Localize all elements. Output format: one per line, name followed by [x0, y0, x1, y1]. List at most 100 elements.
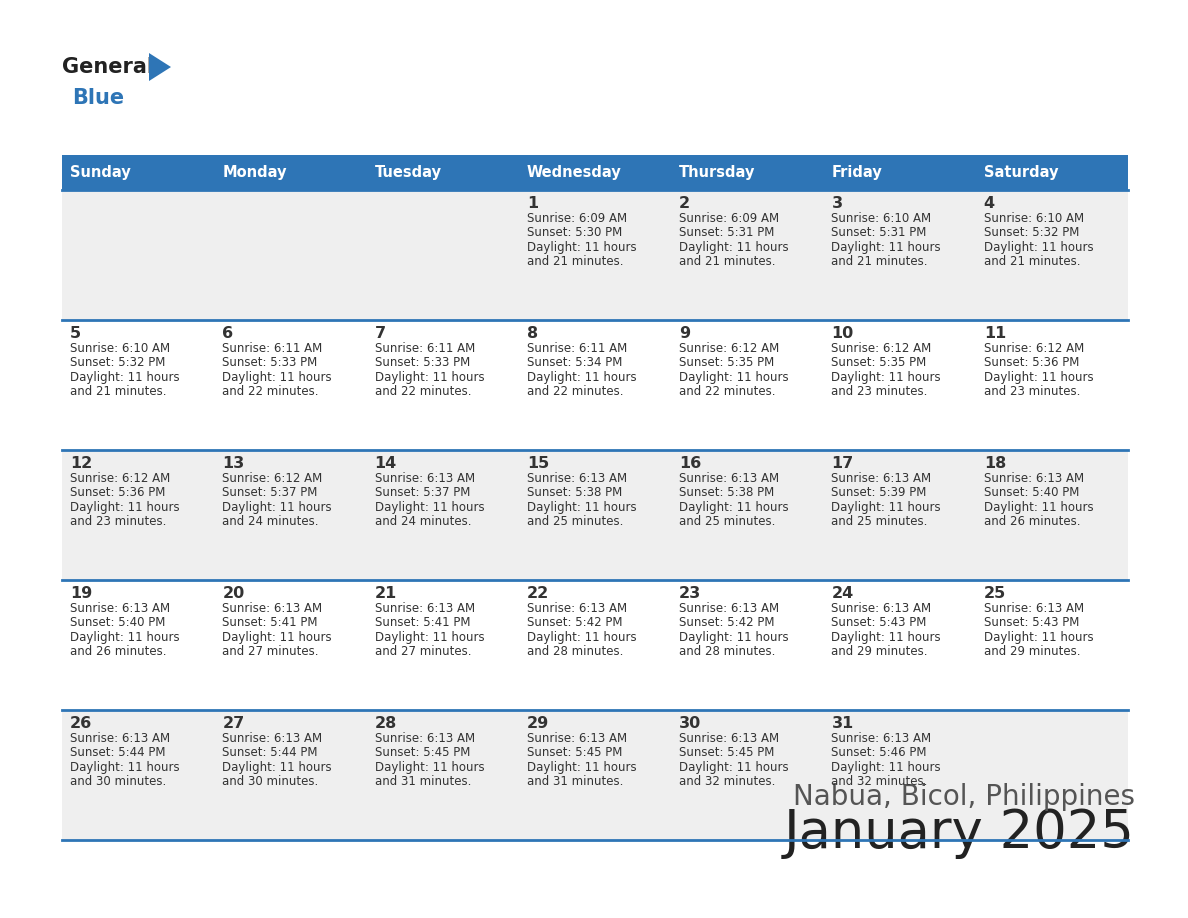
Text: and 24 minutes.: and 24 minutes.	[374, 515, 472, 528]
Text: 24: 24	[832, 586, 854, 601]
Text: Sunrise: 6:12 AM: Sunrise: 6:12 AM	[222, 472, 322, 485]
Text: 15: 15	[526, 456, 549, 471]
Text: Sunset: 5:45 PM: Sunset: 5:45 PM	[526, 746, 623, 759]
Text: Sunset: 5:38 PM: Sunset: 5:38 PM	[526, 486, 623, 499]
Text: Sunrise: 6:13 AM: Sunrise: 6:13 AM	[374, 601, 475, 614]
Text: and 27 minutes.: and 27 minutes.	[374, 645, 472, 658]
Text: Thursday: Thursday	[680, 165, 756, 180]
Text: and 21 minutes.: and 21 minutes.	[832, 255, 928, 268]
Text: Sunrise: 6:12 AM: Sunrise: 6:12 AM	[70, 472, 170, 485]
Text: Sunset: 5:36 PM: Sunset: 5:36 PM	[70, 486, 165, 499]
Text: and 22 minutes.: and 22 minutes.	[526, 385, 624, 398]
Text: and 24 minutes.: and 24 minutes.	[222, 515, 318, 528]
Text: Sunrise: 6:12 AM: Sunrise: 6:12 AM	[680, 341, 779, 354]
Text: Nabua, Bicol, Philippines: Nabua, Bicol, Philippines	[792, 783, 1135, 811]
Text: Daylight: 11 hours: Daylight: 11 hours	[222, 500, 331, 513]
Text: and 29 minutes.: and 29 minutes.	[832, 645, 928, 658]
Text: Sunrise: 6:13 AM: Sunrise: 6:13 AM	[680, 472, 779, 485]
Text: Sunrise: 6:13 AM: Sunrise: 6:13 AM	[984, 601, 1083, 614]
Text: Sunset: 5:35 PM: Sunset: 5:35 PM	[832, 356, 927, 369]
Text: Sunset: 5:40 PM: Sunset: 5:40 PM	[70, 616, 165, 629]
Text: Daylight: 11 hours: Daylight: 11 hours	[832, 631, 941, 644]
Text: and 22 minutes.: and 22 minutes.	[222, 385, 318, 398]
Text: Daylight: 11 hours: Daylight: 11 hours	[526, 500, 637, 513]
Bar	[62, 320, 1127, 450]
Text: Sunrise: 6:09 AM: Sunrise: 6:09 AM	[526, 211, 627, 225]
Text: Daylight: 11 hours: Daylight: 11 hours	[526, 241, 637, 253]
Text: and 23 minutes.: and 23 minutes.	[984, 385, 1080, 398]
Text: Sunrise: 6:09 AM: Sunrise: 6:09 AM	[680, 211, 779, 225]
Text: 12: 12	[70, 456, 93, 471]
Text: Sunset: 5:31 PM: Sunset: 5:31 PM	[832, 226, 927, 239]
Polygon shape	[148, 53, 171, 81]
Text: Sunrise: 6:13 AM: Sunrise: 6:13 AM	[70, 732, 170, 744]
Text: Sunrise: 6:13 AM: Sunrise: 6:13 AM	[832, 732, 931, 744]
Text: January 2025: January 2025	[784, 807, 1135, 858]
Text: Sunrise: 6:13 AM: Sunrise: 6:13 AM	[526, 601, 627, 614]
Text: Daylight: 11 hours: Daylight: 11 hours	[374, 371, 485, 384]
Text: Daylight: 11 hours: Daylight: 11 hours	[222, 631, 331, 644]
Text: and 22 minutes.: and 22 minutes.	[680, 385, 776, 398]
Text: and 21 minutes.: and 21 minutes.	[526, 255, 624, 268]
Text: and 31 minutes.: and 31 minutes.	[526, 775, 624, 788]
Text: Daylight: 11 hours: Daylight: 11 hours	[680, 371, 789, 384]
Text: Sunset: 5:37 PM: Sunset: 5:37 PM	[374, 486, 470, 499]
Text: Sunset: 5:32 PM: Sunset: 5:32 PM	[70, 356, 165, 369]
Text: Daylight: 11 hours: Daylight: 11 hours	[680, 500, 789, 513]
Text: Daylight: 11 hours: Daylight: 11 hours	[70, 760, 179, 774]
Text: Sunset: 5:34 PM: Sunset: 5:34 PM	[526, 356, 623, 369]
Text: Sunset: 5:42 PM: Sunset: 5:42 PM	[526, 616, 623, 629]
Text: 2: 2	[680, 196, 690, 211]
Text: Daylight: 11 hours: Daylight: 11 hours	[70, 371, 179, 384]
Text: and 29 minutes.: and 29 minutes.	[984, 645, 1080, 658]
Text: Sunset: 5:41 PM: Sunset: 5:41 PM	[374, 616, 470, 629]
Text: Sunset: 5:45 PM: Sunset: 5:45 PM	[680, 746, 775, 759]
Text: Daylight: 11 hours: Daylight: 11 hours	[526, 760, 637, 774]
Text: Daylight: 11 hours: Daylight: 11 hours	[832, 760, 941, 774]
Text: Daylight: 11 hours: Daylight: 11 hours	[680, 241, 789, 253]
Text: Sunset: 5:39 PM: Sunset: 5:39 PM	[832, 486, 927, 499]
Text: Sunrise: 6:12 AM: Sunrise: 6:12 AM	[832, 341, 931, 354]
Text: Sunday: Sunday	[70, 165, 131, 180]
Text: and 25 minutes.: and 25 minutes.	[680, 515, 776, 528]
Text: Daylight: 11 hours: Daylight: 11 hours	[526, 371, 637, 384]
Text: Sunrise: 6:13 AM: Sunrise: 6:13 AM	[526, 732, 627, 744]
Text: 10: 10	[832, 326, 854, 341]
Text: Sunset: 5:46 PM: Sunset: 5:46 PM	[832, 746, 927, 759]
Text: Daylight: 11 hours: Daylight: 11 hours	[222, 371, 331, 384]
Text: and 27 minutes.: and 27 minutes.	[222, 645, 318, 658]
Text: and 28 minutes.: and 28 minutes.	[680, 645, 776, 658]
Text: General: General	[62, 57, 154, 77]
Text: Daylight: 11 hours: Daylight: 11 hours	[374, 500, 485, 513]
Text: 4: 4	[984, 196, 994, 211]
Text: and 25 minutes.: and 25 minutes.	[832, 515, 928, 528]
Bar	[62, 155, 1127, 190]
Text: Sunset: 5:37 PM: Sunset: 5:37 PM	[222, 486, 317, 499]
Text: 14: 14	[374, 456, 397, 471]
Text: Sunrise: 6:13 AM: Sunrise: 6:13 AM	[832, 601, 931, 614]
Text: Sunrise: 6:13 AM: Sunrise: 6:13 AM	[70, 601, 170, 614]
Text: 27: 27	[222, 716, 245, 731]
Text: 1: 1	[526, 196, 538, 211]
Bar	[62, 450, 1127, 580]
Text: and 21 minutes.: and 21 minutes.	[680, 255, 776, 268]
Text: Daylight: 11 hours: Daylight: 11 hours	[832, 500, 941, 513]
Text: 28: 28	[374, 716, 397, 731]
Text: Daylight: 11 hours: Daylight: 11 hours	[680, 631, 789, 644]
Text: 23: 23	[680, 586, 701, 601]
Text: Sunset: 5:41 PM: Sunset: 5:41 PM	[222, 616, 317, 629]
Text: Daylight: 11 hours: Daylight: 11 hours	[70, 631, 179, 644]
Text: Sunset: 5:40 PM: Sunset: 5:40 PM	[984, 486, 1079, 499]
Text: Sunrise: 6:13 AM: Sunrise: 6:13 AM	[680, 601, 779, 614]
Text: Sunset: 5:44 PM: Sunset: 5:44 PM	[70, 746, 165, 759]
Text: and 32 minutes.: and 32 minutes.	[832, 775, 928, 788]
Text: 18: 18	[984, 456, 1006, 471]
Text: Sunrise: 6:11 AM: Sunrise: 6:11 AM	[222, 341, 322, 354]
Text: Sunrise: 6:10 AM: Sunrise: 6:10 AM	[832, 211, 931, 225]
Text: Sunrise: 6:13 AM: Sunrise: 6:13 AM	[680, 732, 779, 744]
Text: 13: 13	[222, 456, 245, 471]
Text: Sunset: 5:35 PM: Sunset: 5:35 PM	[680, 356, 775, 369]
Text: Saturday: Saturday	[984, 165, 1059, 180]
Text: Blue: Blue	[72, 88, 124, 108]
Text: 25: 25	[984, 586, 1006, 601]
